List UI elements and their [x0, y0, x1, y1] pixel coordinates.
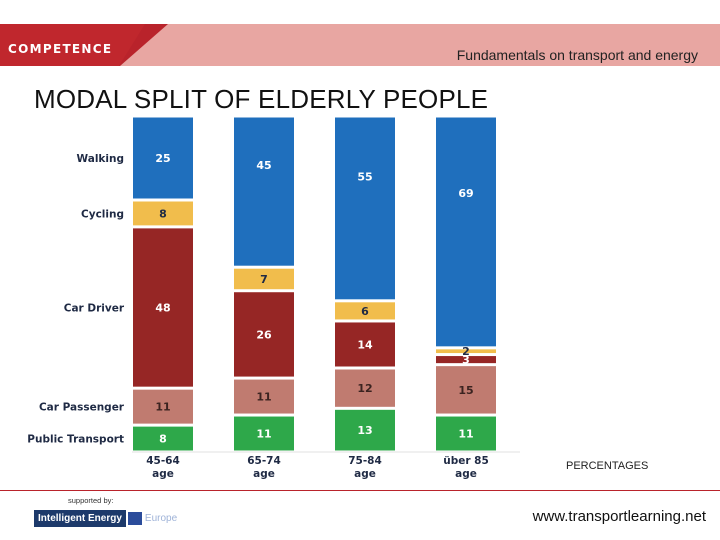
header-subtitle: Fundamentals on transport and energy: [456, 47, 698, 63]
competence-logo: COMPETENCE: [8, 42, 113, 56]
bar-cycling-3: [335, 302, 395, 320]
bar-value-cycling-2: 7: [260, 273, 268, 286]
legend-label-walking: Walking: [77, 153, 124, 165]
bar-value-car-passenger-4: 15: [458, 384, 473, 397]
bar-value-cycling-1: 8: [159, 207, 167, 220]
legend-label-cycling: Cycling: [81, 208, 124, 220]
bar-value-car-driver-4: 3: [462, 354, 470, 367]
bar-value-public-transport-3: 13: [357, 424, 372, 437]
bar-car-passenger-4: [436, 366, 496, 414]
category-label-4-1: über 85: [443, 455, 489, 467]
bar-value-car-passenger-1: 11: [155, 401, 170, 414]
category-label-1-2: age: [152, 468, 174, 480]
bar-public-transport-3: [335, 409, 395, 451]
bar-value-cycling-3: 6: [361, 305, 369, 318]
category-label-3-2: age: [354, 468, 376, 480]
bar-value-car-driver-1: 48: [155, 302, 170, 315]
website-link[interactable]: www.transportlearning.net: [532, 508, 706, 525]
bar-value-car-driver-2: 26: [256, 328, 272, 341]
sponsor-name: Intelligent Energy: [34, 510, 126, 527]
bar-value-public-transport-2: 11: [256, 428, 271, 441]
bar-car-driver-2: [234, 292, 294, 377]
category-label-2-1: 65-74: [247, 455, 281, 467]
bar-cycling-1: [133, 201, 193, 226]
header-logo-panel: [0, 24, 145, 66]
bar-value-car-passenger-3: 12: [357, 382, 372, 395]
eu-flag-icon: [127, 512, 142, 525]
bar-walking-2: [234, 117, 294, 266]
category-label-2-2: age: [253, 468, 275, 480]
bar-cycling-4: [436, 349, 496, 354]
bar-value-public-transport-1: 8: [159, 433, 167, 446]
bar-car-driver-4: [436, 356, 496, 364]
bar-value-car-passenger-2: 11: [256, 391, 271, 404]
bar-value-walking-4: 69: [458, 187, 473, 200]
bar-walking-1: [133, 117, 193, 199]
category-label-3-1: 75-84: [348, 455, 382, 467]
bar-cycling-2: [234, 268, 294, 290]
footer-divider: [0, 490, 720, 491]
bar-value-car-driver-3: 14: [357, 338, 373, 351]
bar-value-walking-2: 45: [256, 159, 271, 172]
bar-walking-4: [436, 117, 496, 347]
legend-label-public-transport: Public Transport: [27, 434, 124, 446]
bar-public-transport-1: [133, 426, 193, 451]
bar-value-walking-3: 55: [357, 171, 372, 184]
bar-car-driver-3: [335, 322, 395, 367]
category-label-1-1: 45-64: [146, 455, 180, 467]
header-accent: [120, 24, 720, 66]
bar-car-driver-1: [133, 228, 193, 387]
supported-by-label: supported by:: [68, 496, 114, 505]
legend-label-car-driver: Car Driver: [64, 303, 125, 315]
bar-car-passenger-2: [234, 379, 294, 414]
bar-walking-3: [335, 117, 395, 300]
sponsor-region: Europe: [144, 513, 178, 524]
bar-public-transport-4: [436, 416, 496, 451]
bar-car-passenger-3: [335, 369, 395, 407]
legend-label-car-passenger: Car Passenger: [39, 402, 125, 414]
bar-value-walking-1: 25: [155, 152, 170, 165]
percentages-note: PERCENTAGES: [566, 460, 649, 472]
bar-public-transport-2: [234, 416, 294, 451]
bar-value-cycling-4: 2: [462, 345, 470, 358]
bar-car-passenger-1: [133, 389, 193, 424]
bar-value-public-transport-4: 11: [458, 428, 473, 441]
page-title: MODAL SPLIT OF ELDERLY PEOPLE: [34, 84, 489, 114]
category-label-4-2: age: [455, 468, 477, 480]
intelligent-energy-logo: Intelligent Energy Europe: [34, 510, 177, 527]
